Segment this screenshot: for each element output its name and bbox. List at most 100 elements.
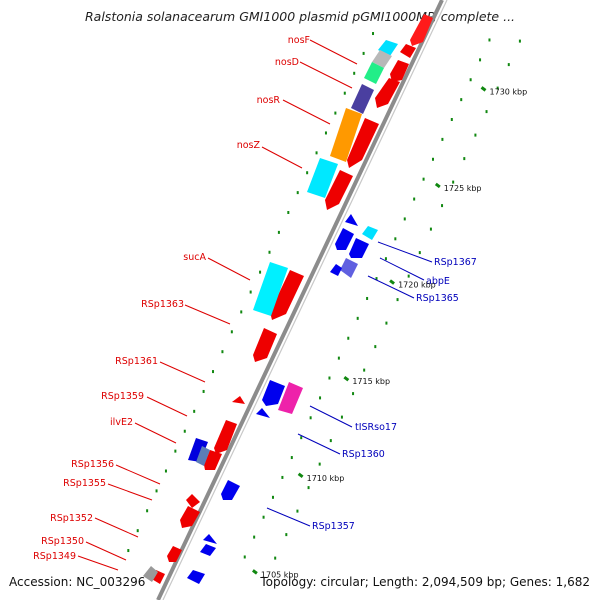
guide-dot	[422, 177, 425, 181]
guide-dot	[343, 91, 346, 95]
guide-dot	[212, 370, 215, 374]
gene-ilvE2-b[interactable]	[204, 450, 222, 470]
guide-dot	[193, 409, 196, 413]
cog-tISRso17[interactable]	[278, 382, 303, 414]
gene-rev-2[interactable]	[200, 544, 216, 556]
genome-info-text: Topology: circular; Length: 2,094,509 bp…	[260, 575, 590, 589]
scale-tick-label: 1715 kbp	[352, 377, 390, 386]
gene-RSp1365-b[interactable]	[330, 264, 342, 276]
label-RSp1350[interactable]: RSp1350	[41, 536, 84, 547]
gene-nosZ-b[interactable]	[325, 170, 353, 210]
label-nosD[interactable]: nosD	[275, 57, 299, 68]
label-RSp1359[interactable]: RSp1359	[101, 391, 144, 402]
guide-dot	[441, 204, 444, 208]
gene-abpE[interactable]	[335, 228, 354, 250]
guide-dot	[262, 515, 265, 519]
inner-guide-dots	[243, 38, 521, 560]
scale-tick-mark	[252, 569, 258, 575]
gene-sucA[interactable]	[270, 270, 304, 320]
gene-RSp1359[interactable]	[232, 396, 245, 404]
cog-nosF-gray[interactable]	[372, 50, 392, 68]
label-RSp1363[interactable]: RSp1363	[141, 299, 184, 310]
gene-rev-3[interactable]	[187, 570, 205, 584]
guide-dot	[347, 336, 350, 340]
gene-ilvE2[interactable]	[214, 420, 237, 454]
cog-sucA[interactable]	[253, 262, 288, 316]
guide-dot	[306, 171, 309, 175]
cog-nosZ[interactable]	[330, 108, 362, 162]
gene-RSp1356[interactable]	[186, 494, 200, 508]
guide-dot	[403, 217, 406, 221]
scale-tick-mark	[343, 375, 350, 382]
gene-RSp1365[interactable]	[340, 258, 358, 278]
gene-nosF[interactable]	[410, 14, 433, 46]
gene-RSp1357[interactable]	[221, 480, 240, 500]
guide-dot	[441, 137, 444, 141]
gene-nosR[interactable]	[375, 78, 400, 108]
guide-dot	[496, 86, 499, 90]
guide-dot	[296, 191, 299, 195]
cog-ilvE2[interactable]	[188, 438, 208, 462]
guide-dot	[450, 118, 453, 122]
gene-rev-1[interactable]	[203, 534, 217, 544]
label-nosF[interactable]: nosF	[288, 35, 310, 46]
guide-dot	[485, 110, 488, 114]
label-RSp1356[interactable]: RSp1356	[71, 459, 114, 470]
cog-ilvE2-b[interactable]	[196, 446, 210, 466]
cog-RSp1349[interactable]	[143, 566, 158, 582]
label-sucA[interactable]: sucA	[183, 252, 206, 263]
gene-abpE-b[interactable]	[349, 238, 369, 258]
label-RSp1367[interactable]: RSp1367	[434, 257, 477, 268]
gene-RSp1360[interactable]	[256, 408, 270, 418]
label-ilvE2[interactable]: ilvE2	[110, 417, 133, 428]
gene-RSp1352[interactable]	[167, 546, 182, 562]
guide-dot	[507, 63, 510, 67]
label-RSp1352[interactable]: RSp1352	[50, 513, 93, 524]
label-abpE[interactable]: abpE	[426, 276, 450, 287]
guide-dot	[366, 296, 369, 300]
guide-dot	[488, 38, 491, 42]
gene-nosD[interactable]	[390, 60, 409, 82]
guide-dot	[352, 392, 355, 396]
label-RSp1365[interactable]: RSp1365	[416, 293, 459, 304]
label-RSp1349[interactable]: RSp1349	[33, 551, 76, 562]
outer-guide-dots	[127, 32, 375, 553]
label-RSp1355[interactable]: RSp1355	[63, 478, 106, 489]
cog-nosD[interactable]	[364, 62, 384, 84]
gene-nosF-b[interactable]	[400, 44, 416, 58]
reverse-genes[interactable]	[187, 214, 378, 584]
guide-dot	[136, 529, 139, 533]
guide-dot	[418, 251, 421, 255]
forward-genes[interactable]	[150, 14, 433, 584]
label-RSp1357[interactable]: RSp1357	[312, 521, 355, 532]
gene-RSp1367[interactable]	[345, 214, 358, 226]
guide-dot	[277, 230, 280, 234]
cog-RSp1367[interactable]	[362, 226, 378, 240]
guide-dot	[413, 197, 416, 201]
guide-dot	[296, 509, 299, 513]
guide-dot	[329, 439, 332, 443]
map-title: Ralstonia solanacearum GMI1000 plasmid p…	[84, 9, 516, 24]
gene-tISRso17[interactable]	[262, 380, 285, 406]
guide-dot	[249, 290, 252, 294]
gene-RSp1355[interactable]	[180, 506, 200, 528]
label-RSp1360[interactable]: RSp1360	[342, 449, 385, 460]
label-tISRso17[interactable]: tISRso17	[355, 422, 397, 433]
scale-tick-mark	[434, 182, 441, 189]
label-nosZ[interactable]: nosZ	[237, 140, 261, 151]
guide-dot	[469, 78, 472, 82]
guide-dot	[127, 549, 130, 553]
cog-nosR[interactable]	[351, 84, 374, 114]
label-nosR[interactable]: nosR	[257, 95, 281, 106]
cog-nosZ-b[interactable]	[307, 158, 338, 198]
label-RSp1361[interactable]: RSp1361	[115, 356, 158, 367]
guide-dot	[337, 356, 340, 360]
guide-dot	[164, 469, 167, 473]
guide-dot	[334, 111, 337, 115]
gene-RSp1363[interactable]	[253, 328, 277, 362]
guide-dot	[315, 151, 318, 155]
gene-nosZ[interactable]	[347, 118, 379, 168]
guide-dot	[287, 210, 290, 214]
scale-ticks: 1705 kbp 1710 kbp 1715 kbp 1720 kbp 1725 kbp…	[252, 86, 527, 579]
